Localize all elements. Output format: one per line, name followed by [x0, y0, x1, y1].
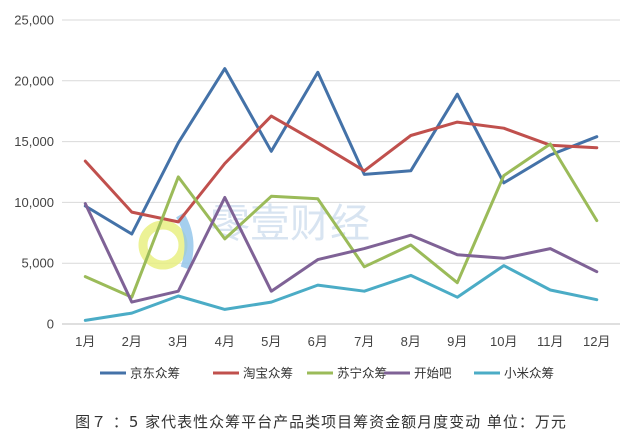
legend-label: 淘宝众筹 — [243, 366, 293, 381]
x-tick-label: 11月 — [537, 334, 564, 349]
x-tick-label: 5月 — [261, 334, 281, 349]
legend-label: 开始吧 — [414, 366, 452, 381]
legend: 京东众筹 淘宝众筹 苏宁众筹 开始吧 小米众筹 — [100, 366, 554, 381]
legend-label: 苏宁众筹 — [337, 366, 387, 381]
y-tick-label: 0 — [47, 317, 54, 332]
y-tick-label: 5,000 — [21, 256, 54, 271]
series-line-1 — [83, 114, 599, 224]
legend-label: 京东众筹 — [130, 366, 180, 381]
watermark-logo-ring — [138, 220, 188, 270]
legend-label: 小米众筹 — [504, 366, 554, 381]
x-tick-label: 4月 — [215, 334, 235, 349]
y-tick-label: 25,000 — [14, 13, 54, 28]
x-axis-ticks: 1月 2月 3月 4月 5月 6月 7月 8月 9月 10月 11月 12月 — [75, 334, 610, 349]
x-tick-label: 2月 — [122, 334, 142, 349]
series-line-2 — [83, 142, 599, 299]
y-tick-label: 10,000 — [14, 195, 54, 210]
x-tick-label: 12月 — [583, 334, 610, 349]
x-tick-label: 8月 — [401, 334, 421, 349]
x-tick-label: 7月 — [354, 334, 374, 349]
x-tick-label: 6月 — [308, 334, 328, 349]
x-tick-label: 1月 — [75, 334, 95, 349]
series-line-0 — [83, 67, 599, 236]
series-line-3 — [83, 196, 599, 304]
series-lines — [83, 67, 599, 322]
y-tick-label: 15,000 — [14, 134, 54, 149]
x-tick-label: 10月 — [490, 334, 517, 349]
chart-caption: 图７ ：5 家代表性众筹平台产品类项目筹资金额月度变动 单位：万元 — [75, 413, 567, 431]
x-tick-label: 3月 — [168, 334, 188, 349]
x-tick-label: 9月 — [447, 334, 467, 349]
series-line-4 — [83, 264, 599, 322]
gridlines — [62, 19, 620, 264]
y-axis-ticks: 0 5,000 10,000 15,000 20,000 25,000 — [14, 13, 54, 332]
y-tick-label: 20,000 — [14, 73, 54, 88]
